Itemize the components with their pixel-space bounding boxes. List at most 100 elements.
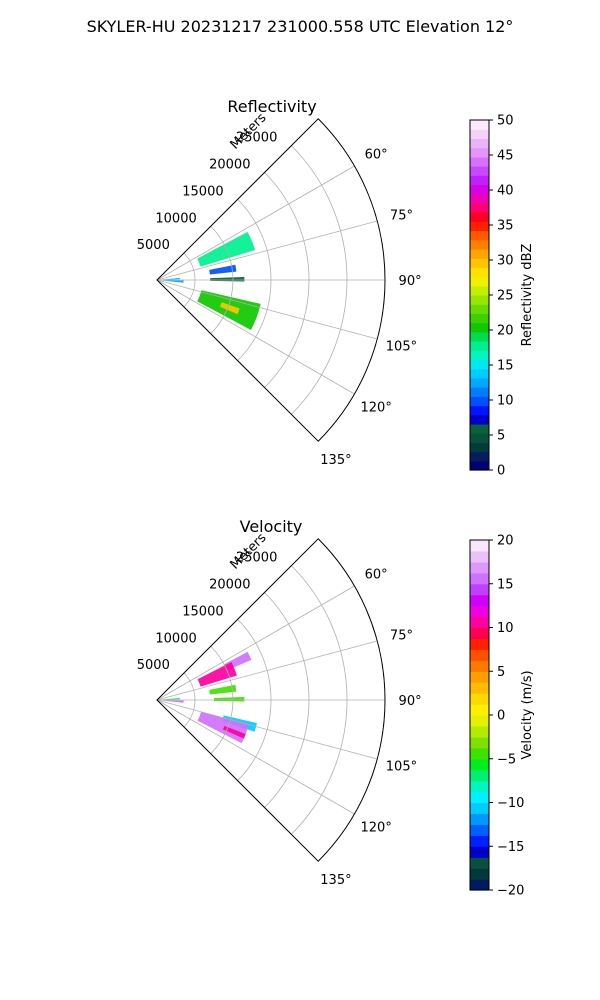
- range-tick-label: 25000: [236, 551, 277, 566]
- colorbar-tick-label: 20: [497, 324, 514, 339]
- velocity-title: Velocity: [240, 517, 303, 536]
- colorbar-tick-label: −10: [497, 796, 524, 811]
- colorbar-segment: [470, 120, 489, 130]
- colorbar-tick-label: 15: [497, 577, 514, 592]
- colorbar-segment: [470, 682, 489, 694]
- colorbar-segment: [470, 221, 489, 232]
- reflectivity-colorbar-label: Reflectivity dBZ: [520, 244, 535, 347]
- velocity-grid: [156, 565, 385, 835]
- colorbar-segment: [470, 704, 489, 716]
- range-tick-label: 5000: [137, 238, 170, 253]
- colorbar-segment: [470, 129, 489, 140]
- colorbar-tick-label: −20: [497, 884, 524, 899]
- colorbar-tick-label: 30: [497, 254, 514, 269]
- colorbar-tick-label: 50: [497, 114, 514, 129]
- azimuth-spoke: [156, 640, 378, 701]
- colorbar-segment: [470, 627, 489, 640]
- azimuth-tick-label: 135°: [320, 873, 351, 888]
- colorbar-segment: [470, 572, 489, 585]
- colorbar-segment: [470, 780, 489, 793]
- colorbar-tick-label: 0: [497, 709, 505, 724]
- colorbar-segment: [470, 835, 489, 847]
- colorbar-segment: [470, 285, 489, 296]
- colorbar-segment: [470, 561, 489, 574]
- colorbar-segment: [470, 616, 489, 629]
- velocity-colorbar-label: Velocity (m/s): [520, 670, 535, 759]
- reflectivity-range-tick-labels: 5000 10000 15000 20000 25000: [137, 131, 278, 253]
- azimuth-tick-label: 90°: [399, 694, 422, 709]
- colorbar-tick-label: 35: [497, 219, 514, 234]
- echo-region: [213, 696, 245, 702]
- colorbar-tick-label: −15: [497, 840, 524, 855]
- azimuth-spoke: [156, 279, 355, 395]
- reflectivity-colorbar-tick-labels: 0 5 10 15 20 25 30 35 40 45 50: [497, 114, 514, 479]
- colorbar-segment: [470, 846, 489, 858]
- reflectivity-colorbar-ticks: [489, 119, 493, 471]
- colorbar-segment: [470, 258, 489, 268]
- azimuth-spoke: [156, 699, 378, 760]
- colorbar-segment: [470, 550, 489, 563]
- echo-region: [209, 684, 237, 695]
- colorbar-segment: [470, 184, 489, 195]
- velocity-colorbar-ticks: [489, 539, 493, 891]
- colorbar-segment: [470, 791, 489, 804]
- colorbar-tick-label: 15: [497, 359, 514, 374]
- reflectivity-sector-frame: [156, 118, 386, 442]
- colorbar-segment: [470, 649, 489, 661]
- azimuth-spoke: [156, 165, 355, 281]
- colorbar-segment: [470, 758, 489, 771]
- colorbar-segment: [470, 138, 489, 149]
- azimuth-spoke: [156, 279, 378, 340]
- range-tick-label: 20000: [209, 158, 250, 173]
- colorbar-segment: [470, 460, 489, 471]
- colorbar-segment: [470, 212, 489, 222]
- colorbar-tick-label: 10: [497, 621, 514, 636]
- echo-region: [222, 725, 246, 739]
- range-tick-label: 5000: [137, 658, 170, 673]
- colorbar-segment: [470, 175, 489, 186]
- azimuth-tick-label: 105°: [386, 760, 417, 775]
- colorbar-segment: [470, 868, 489, 880]
- range-tick-label: 10000: [155, 631, 196, 646]
- colorbar-tick-label: −5: [497, 752, 516, 767]
- colorbar-segment: [470, 276, 489, 287]
- reflectivity-title: Reflectivity: [227, 97, 316, 116]
- colorbar-segment: [470, 304, 489, 315]
- colorbar-segment: [470, 583, 489, 596]
- colorbar-segment: [470, 442, 489, 453]
- azimuth-tick-label: 120°: [361, 821, 392, 836]
- azimuth-tick-label: 60°: [365, 567, 388, 582]
- colorbar-segment: [470, 813, 489, 825]
- colorbar-segment: [470, 802, 489, 815]
- velocity-colorbar: [470, 540, 489, 891]
- reflectivity-echo-layer: [160, 231, 261, 330]
- colorbar-segment: [470, 267, 489, 278]
- colorbar-tick-label: 5: [497, 665, 505, 680]
- colorbar-segment: [470, 322, 489, 333]
- echo-region: [160, 278, 180, 280]
- colorbar-segment: [470, 423, 489, 434]
- range-tick-label: 15000: [182, 604, 223, 619]
- reflectivity-azimuth-tick-labels: 60° 75° 90° 105° 120° 135°: [320, 147, 421, 467]
- azimuth-spoke: [156, 220, 378, 281]
- velocity-panel: Velocity 5000 10000 15000 20000 25000 Me…: [137, 517, 535, 899]
- colorbar-segment: [470, 451, 489, 462]
- colorbar-segment: [470, 671, 489, 683]
- reflectivity-grid: [156, 145, 385, 415]
- colorbar-segment: [470, 824, 489, 836]
- colorbar-segment: [470, 769, 489, 782]
- reflectivity-panel: Reflectivity 5000 10000 15000 20000 2500…: [137, 97, 535, 479]
- echo-region: [160, 698, 180, 700]
- azimuth-tick-label: 75°: [390, 629, 413, 644]
- reflectivity-colorbar: [470, 120, 489, 471]
- echo-region: [197, 231, 256, 267]
- colorbar-segment: [470, 433, 489, 443]
- colorbar-segment: [470, 405, 489, 416]
- colorbar-segment: [470, 359, 489, 370]
- range-tick-label: 25000: [236, 131, 277, 146]
- colorbar-segment: [470, 341, 489, 351]
- azimuth-tick-label: 75°: [390, 209, 413, 224]
- azimuth-tick-label: 135°: [320, 453, 351, 468]
- velocity-colorbar-tick-labels: −20 −15 −10 −5 0 5 10 15 20: [497, 534, 524, 899]
- colorbar-segment: [470, 156, 489, 167]
